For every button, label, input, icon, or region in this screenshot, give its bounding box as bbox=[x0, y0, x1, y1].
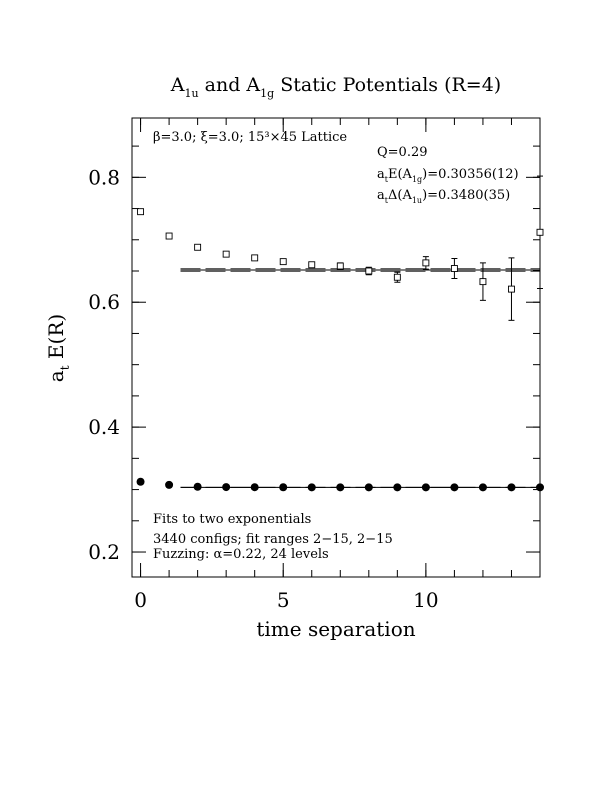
y-tick-label: 0.4 bbox=[88, 415, 120, 439]
configs-annotation: 3440 configs; fit ranges 2−15, 2−15 bbox=[153, 532, 393, 547]
data-point bbox=[508, 285, 515, 293]
data-point bbox=[478, 483, 487, 492]
data-point bbox=[507, 483, 516, 492]
data-point bbox=[536, 483, 544, 492]
y-axis-label: at E(R) bbox=[44, 314, 72, 382]
data-point bbox=[136, 477, 145, 486]
lattice-annotation: β=3.0; ξ=3.0; 15³×45 Lattice bbox=[153, 130, 347, 145]
fuzzing-annotation: Fuzzing: α=0.22, 24 levels bbox=[153, 547, 329, 562]
axis-ticks bbox=[132, 118, 541, 577]
data-point bbox=[165, 480, 174, 489]
data-point bbox=[450, 483, 459, 492]
y-tick-label: 0.6 bbox=[88, 290, 120, 314]
data-point bbox=[536, 228, 544, 236]
data-point bbox=[279, 483, 288, 492]
data-point bbox=[308, 261, 316, 269]
data-point bbox=[365, 267, 373, 275]
data-point bbox=[422, 259, 430, 267]
data-point bbox=[393, 273, 401, 281]
chart-title: A1u and A1g Static Potentials (R=4) bbox=[170, 74, 501, 100]
axis-tick-labels: 0 5 10 0.2 0.4 0.6 0.8 bbox=[88, 165, 438, 612]
y-tick-label: 0.8 bbox=[88, 165, 120, 189]
data-point bbox=[222, 250, 230, 258]
y-tick-label: 0.2 bbox=[88, 540, 120, 564]
data-point bbox=[279, 258, 287, 266]
data-point bbox=[193, 482, 202, 491]
data-point bbox=[250, 483, 259, 492]
data-point bbox=[251, 254, 259, 262]
gap-annotation: atΔ(A1u)=0.3480(35) bbox=[377, 188, 510, 205]
plot-frame bbox=[131, 117, 541, 578]
data-point bbox=[479, 278, 487, 286]
q-annotation: Q=0.29 bbox=[377, 145, 428, 160]
data-point bbox=[222, 483, 231, 492]
data-points bbox=[136, 175, 544, 492]
x-tick-label: 0 bbox=[134, 588, 147, 612]
x-tick-label: 5 bbox=[277, 588, 290, 612]
data-point bbox=[194, 243, 202, 251]
fit-lines bbox=[180, 268, 540, 488]
data-point bbox=[165, 232, 173, 240]
x-axis-label: time separation bbox=[256, 617, 415, 641]
data-point bbox=[307, 483, 316, 492]
data-point bbox=[336, 262, 344, 270]
x-tick-label: 10 bbox=[413, 588, 438, 612]
energy-annotation: atE(A1g)=0.30356(12) bbox=[377, 167, 519, 184]
data-point bbox=[336, 483, 345, 492]
data-point bbox=[137, 208, 145, 216]
data-point bbox=[393, 483, 402, 492]
fits-annotation: Fits to two exponentials bbox=[153, 512, 311, 527]
data-point bbox=[450, 265, 458, 272]
data-point bbox=[421, 483, 430, 492]
data-point bbox=[364, 483, 373, 492]
